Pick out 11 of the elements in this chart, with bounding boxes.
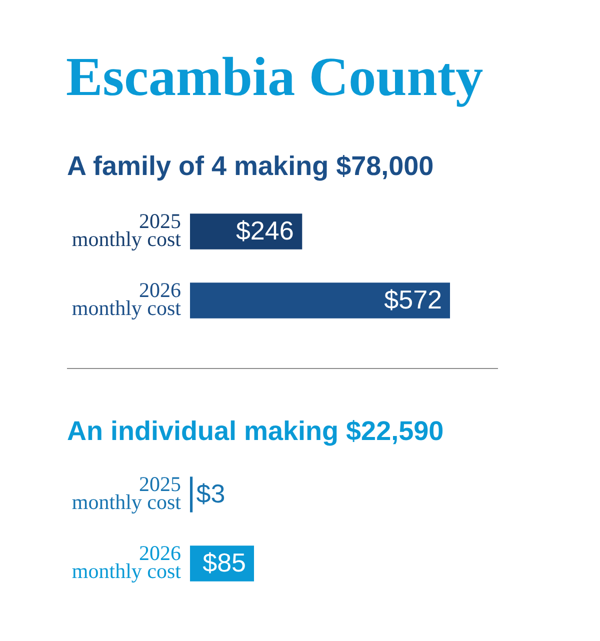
y-tick-label: 2026 monthly cost [72,540,182,584]
y-tick-label: 2026 monthly cost [72,278,182,320]
data-label: $3 [196,478,226,509]
data-label: $246 [236,216,294,246]
y-tick-label: 2025 monthly cost [72,208,182,252]
y-tick-label: 2025 monthly cost [72,472,182,514]
data-label: $572 [384,284,442,315]
chart-subtitle: A family of 4 making $78,000 [67,151,434,181]
chart-title: An individual making $22,590 [67,416,444,446]
chart-title: Escambia County [66,46,484,107]
data-label: $85 [202,548,246,578]
